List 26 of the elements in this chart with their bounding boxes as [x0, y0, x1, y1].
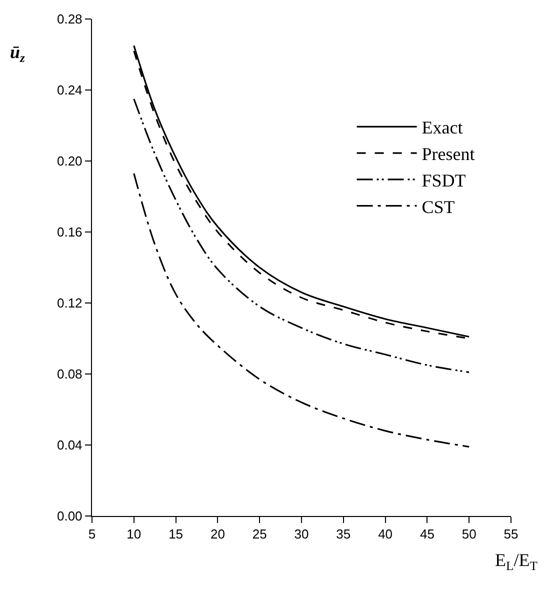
- x-tick-label: 30: [294, 526, 309, 542]
- x-axis-title: E$_{L}$/E$_{T}$: [495, 550, 538, 573]
- x-tick-label: 20: [210, 526, 225, 542]
- x-tick-label: 45: [420, 526, 434, 542]
- x-tick-label: 55: [504, 526, 518, 542]
- x-tick-label: 25: [252, 526, 267, 542]
- y-tick-label: 0.28: [56, 12, 82, 27]
- y-tick-label: 0.20: [56, 154, 82, 169]
- legend-label: FSDT: [422, 170, 466, 190]
- x-tick-label: 40: [378, 526, 393, 542]
- legend-label: Exact: [422, 118, 463, 138]
- legend-label: CST: [422, 196, 455, 217]
- y-axis-title: ū$_{z}$: [10, 42, 26, 65]
- y-tick-label: 0.16: [56, 224, 82, 240]
- x-tick-label: 5: [88, 526, 96, 542]
- line-series: [133, 172, 470, 448]
- x-tick-label: 15: [168, 526, 184, 542]
- legend-label: Present: [422, 144, 475, 164]
- y-tick-label: 0.08: [56, 366, 82, 382]
- x-tick-label: 10: [126, 526, 142, 542]
- x-tick-label: 35: [336, 526, 351, 542]
- y-tick-label: 0.00: [56, 508, 82, 524]
- y-tick-label: 0.04: [56, 438, 82, 453]
- y-tick-label: 0.12: [56, 296, 82, 311]
- y-tick-label: 0.24: [56, 82, 82, 98]
- x-tick-label: 50: [462, 526, 476, 542]
